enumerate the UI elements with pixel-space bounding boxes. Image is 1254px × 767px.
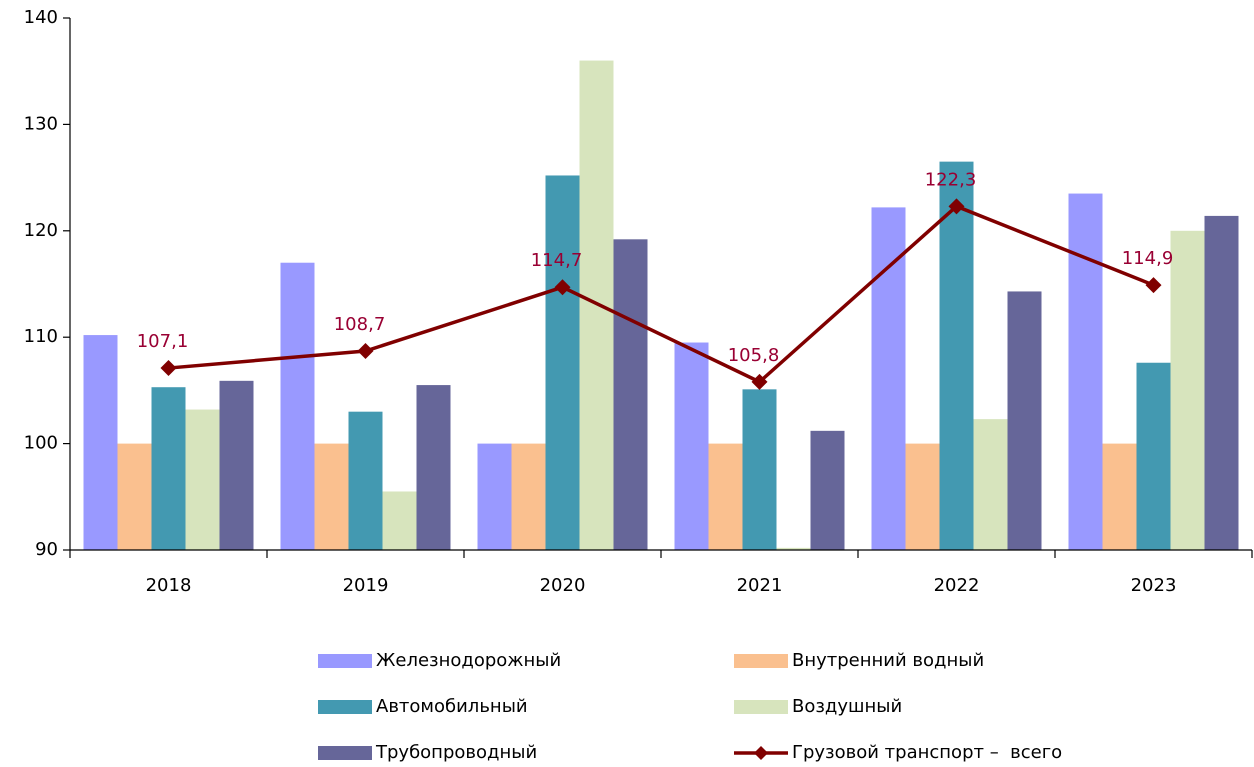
legend-label: Железнодорожный [376, 650, 561, 671]
bar [674, 342, 709, 550]
bar [810, 430, 845, 550]
line [168, 204, 1155, 384]
data-label: 114,9 [1122, 248, 1174, 269]
y-tick-label: 90 [35, 539, 58, 560]
bar [871, 207, 906, 550]
line-marker [948, 198, 965, 215]
bar [545, 175, 580, 551]
bar [511, 443, 546, 550]
x-tick-label: 2021 [737, 575, 783, 596]
bar [416, 385, 451, 550]
bar [973, 419, 1008, 550]
data-label: 122,3 [925, 169, 977, 190]
bar [1136, 362, 1171, 550]
line-marker [751, 373, 768, 390]
bar [219, 380, 254, 550]
legend-label: Грузовой транспорт – всего [792, 742, 1062, 763]
legend-label: Внутренний водный [792, 650, 984, 671]
bar [117, 443, 152, 550]
bar [1170, 230, 1205, 551]
bar [185, 409, 220, 550]
x-tick-label: 2022 [934, 575, 980, 596]
bar [1204, 215, 1239, 551]
legend-label: Трубопроводный [375, 742, 537, 763]
bar [151, 387, 186, 550]
legend-swatch [318, 700, 372, 714]
bar [742, 389, 777, 550]
bar [613, 239, 648, 550]
x-tick-label: 2023 [1131, 575, 1177, 596]
bar [939, 161, 974, 550]
y-tick-label: 110 [24, 326, 58, 347]
line-marker [554, 279, 571, 296]
line-marker [357, 343, 374, 360]
legend-marker [754, 746, 768, 760]
line-marker [1145, 277, 1162, 294]
y-tick-label: 100 [24, 433, 58, 454]
bar [708, 443, 743, 550]
legend-swatch [734, 654, 788, 668]
bar [83, 335, 118, 550]
legend-swatch [318, 654, 372, 668]
data-label: 114,7 [531, 250, 583, 271]
data-label: 108,7 [334, 314, 386, 335]
bar [477, 443, 512, 550]
y-tick-label: 130 [24, 113, 58, 134]
bar [348, 411, 383, 550]
data-label: 107,1 [137, 331, 189, 352]
bar [905, 443, 940, 550]
data-label: 105,8 [728, 345, 780, 366]
x-tick-label: 2019 [343, 575, 389, 596]
x-tick-label: 2018 [146, 575, 192, 596]
bar [1102, 443, 1137, 550]
y-tick-label: 120 [24, 220, 58, 241]
bar [382, 491, 417, 550]
y-tick-label: 140 [24, 7, 58, 28]
bar [1007, 291, 1042, 550]
legend-swatch [318, 746, 372, 760]
line-marker [160, 360, 177, 377]
bar [314, 443, 349, 550]
x-tick-label: 2020 [540, 575, 586, 596]
bar [280, 262, 315, 550]
legend-label: Автомобильный [376, 696, 528, 717]
legend-label: Воздушный [792, 696, 902, 717]
bar [776, 547, 811, 550]
bar [1068, 193, 1103, 550]
legend-swatch [734, 700, 788, 714]
